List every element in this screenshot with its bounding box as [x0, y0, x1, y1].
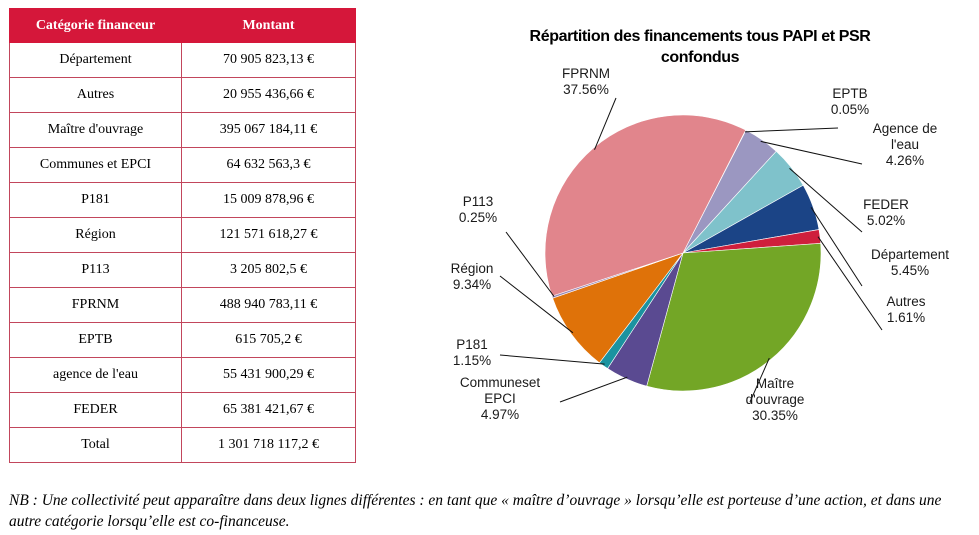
category-cell: Autres — [9, 77, 182, 113]
category-cell: P113 — [9, 252, 182, 288]
slice-name-label: EPTB — [832, 86, 867, 101]
pie-slice — [552, 252, 684, 364]
leader-lines — [499, 97, 883, 403]
slice-name-label: Autres — [886, 294, 925, 309]
table-row: FPRNM 488 940 783,11 € — [9, 287, 356, 323]
amount-cell: 15 009 878,96 € — [181, 182, 356, 218]
footnote: NB : Une collectivité peut apparaître da… — [9, 492, 942, 530]
amount-cell: 1 301 718 117,2 € — [181, 427, 356, 463]
chart-title-line: Répartition des financements tous PAPI e… — [529, 28, 871, 45]
table-row: agence de l'eau 55 431 900,29 € — [9, 357, 356, 393]
slice-percent-label: 1.15% — [453, 353, 491, 368]
slice-name-label: d'ouvrage — [746, 392, 805, 407]
slice-name-label: P181 — [456, 337, 488, 352]
leader-line — [505, 231, 555, 297]
amount-cell: 64 632 563,3 € — [181, 147, 356, 183]
amount-cell: 615 705,2 € — [181, 322, 356, 358]
amount-cell: 20 955 436,66 € — [181, 77, 356, 113]
table-row: Région 121 571 618,27 € — [9, 217, 356, 253]
slice-percent-label: 0.05% — [831, 102, 869, 117]
amount-cell: 3 205 802,5 € — [181, 252, 356, 288]
slice-percent-label: 4.26% — [886, 153, 924, 168]
amount-cell: 65 381 421,67 € — [181, 392, 356, 428]
leader-line — [499, 354, 605, 365]
leader-line — [810, 207, 863, 287]
column-header-category: Catégorie financeur — [9, 8, 182, 43]
slice-name-label: l'eau — [891, 137, 919, 152]
leader-line — [499, 275, 574, 334]
slice-name-label: Région — [451, 261, 494, 276]
chart-title: Répartition des financements tous PAPI e… — [470, 26, 930, 68]
table-row: EPTB 615 705,2 € — [9, 322, 356, 358]
slice-name-label: FEDER — [863, 197, 909, 212]
category-cell: FPRNM — [9, 287, 182, 323]
table-header-row: Catégorie financeur Montant — [9, 8, 356, 43]
leader-line — [760, 140, 863, 165]
table-row: FEDER 65 381 421,67 € — [9, 392, 356, 428]
slice-percent-label: 9.34% — [453, 277, 491, 292]
table-row-total: Total 1 301 718 117,2 € — [9, 427, 356, 463]
slice-percent-label: 5.45% — [891, 263, 929, 278]
category-cell: FEDER — [9, 392, 182, 428]
leader-line — [744, 127, 839, 133]
table-row: Département 70 905 823,13 € — [9, 42, 356, 78]
slice-name-label: P113 — [463, 194, 494, 209]
table-row: Autres 20 955 436,66 € — [9, 77, 356, 113]
slice-name-label: Agence de — [873, 121, 938, 136]
funding-table: Catégorie financeur Montant Département 7… — [9, 8, 356, 463]
category-cell: EPTB — [9, 322, 182, 358]
slice-name-label: FPRNM — [562, 66, 610, 81]
slice-percent-label: 37.56% — [563, 82, 609, 97]
slice-percent-label: 5.02% — [867, 213, 905, 228]
category-cell: P181 — [9, 182, 182, 218]
category-cell: Communes et EPCI — [9, 147, 182, 183]
pie-slice — [646, 243, 822, 392]
category-cell: Total — [9, 427, 182, 463]
category-cell: Maître d'ouvrage — [9, 112, 182, 148]
category-cell: agence de l'eau — [9, 357, 182, 393]
chart-title-line: confondus — [660, 49, 740, 66]
slice-percent-label: 30.35% — [752, 408, 798, 423]
pie-slices — [544, 114, 822, 392]
pie-slice — [544, 114, 747, 297]
leader-line — [789, 168, 863, 233]
slice-name-label: EPCI — [484, 391, 516, 406]
category-cell: Région — [9, 217, 182, 253]
table-row: Communes et EPCI 64 632 563,3 € — [9, 147, 356, 183]
amount-cell: 121 571 618,27 € — [181, 217, 356, 253]
slice-name-label: Maître — [756, 376, 794, 391]
column-header-amount: Montant — [181, 8, 356, 43]
table-row: P181 15 009 878,96 € — [9, 182, 356, 218]
category-cell: Département — [9, 42, 182, 78]
table-row: Maître d'ouvrage 395 067 184,11 € — [9, 112, 356, 148]
slice-percent-label: 4.97% — [481, 407, 519, 422]
table-row: P113 3 205 802,5 € — [9, 252, 356, 288]
leader-line — [749, 357, 770, 403]
slice-name-label: Communeset — [460, 375, 541, 390]
amount-cell: 395 067 184,11 € — [181, 112, 356, 148]
leader-line — [594, 97, 617, 150]
leader-line — [559, 376, 628, 403]
slice-name-label: Département — [871, 247, 949, 262]
amount-cell: 55 431 900,29 € — [181, 357, 356, 393]
amount-cell: 488 940 783,11 € — [181, 287, 356, 323]
slice-percent-label: 0.25% — [459, 210, 497, 225]
amount-cell: 70 905 823,13 € — [181, 42, 356, 78]
slice-percent-label: 1.61% — [887, 310, 925, 325]
leader-line — [817, 236, 883, 331]
